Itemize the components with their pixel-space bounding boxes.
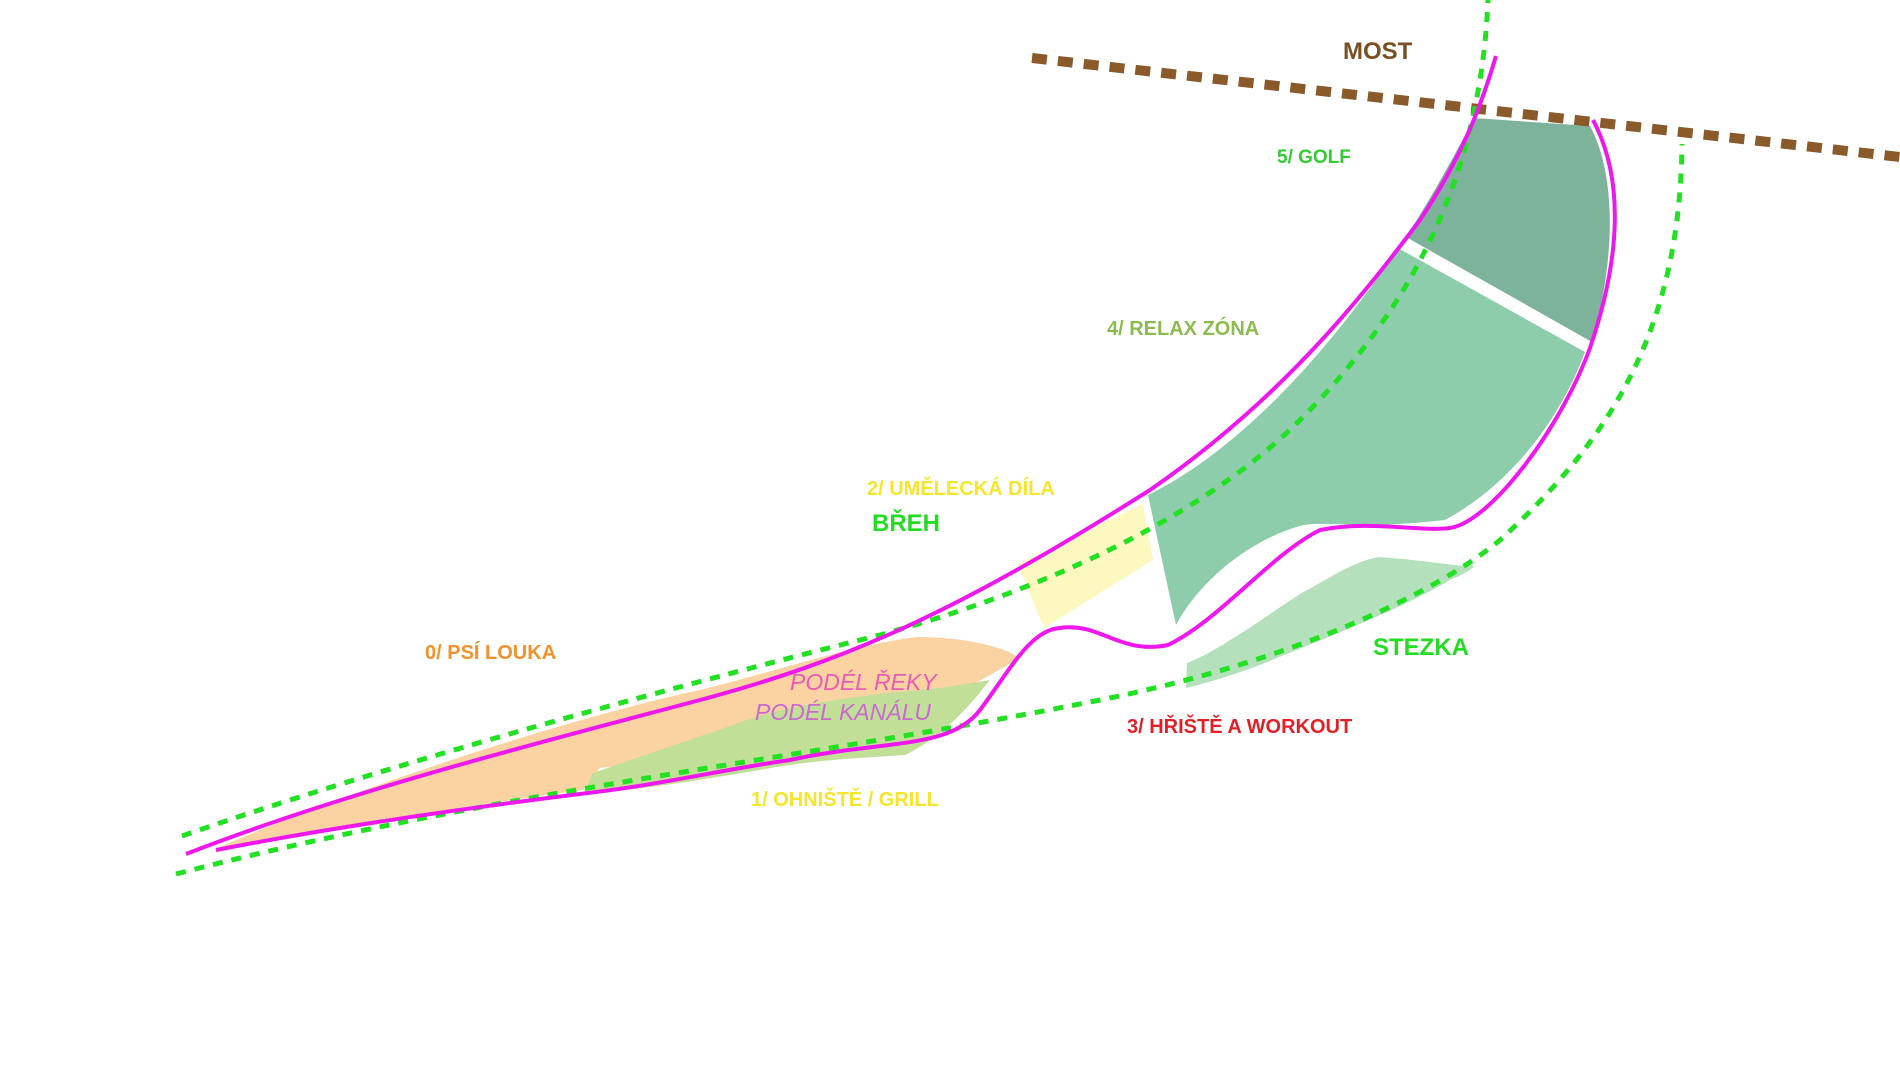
label-most: MOST (1343, 38, 1413, 65)
zone-art (1018, 504, 1153, 628)
label-ohniste: 1/ OHNIŠTĚ / GRILL (751, 787, 939, 811)
bridge-line (1031, 53, 1900, 162)
label-podel-kanalu: PODÉL KANÁLU (755, 699, 931, 725)
label-psi-louka: 0/ PSÍ LOUKA (425, 641, 556, 664)
river-path-outer (181, 0, 1491, 839)
zone-workout (1186, 557, 1474, 688)
zone-ohniste (583, 680, 990, 794)
label-relax-zone: 4/ RELAX ZÓNA (1107, 316, 1259, 340)
zone-relax (1148, 248, 1585, 625)
area-outline-inner (215, 119, 1617, 852)
label-hriste: 3/ HŘIŠTĚ A WORKOUT (1127, 714, 1352, 738)
area-outline (185, 55, 1498, 856)
zone-psi-louka (215, 637, 1020, 849)
label-breh: BŘEH (872, 509, 940, 537)
label-art: 2/ UMĚLECKÁ DÍLA (867, 476, 1055, 500)
label-stezka: STEZKA (1373, 634, 1469, 661)
label-golf: 5/ GOLF (1277, 147, 1351, 168)
zone-golf (1406, 118, 1610, 342)
label-podel-reky: PODÉL ŘEKY (790, 669, 938, 695)
canal-path-outer (175, 143, 1685, 877)
